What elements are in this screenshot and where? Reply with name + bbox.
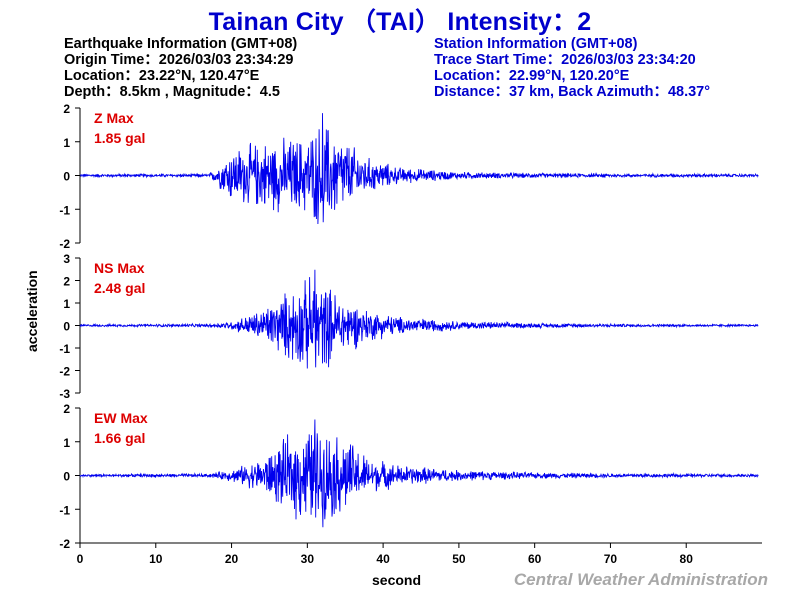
- station-info-heading: Station Information (GMT+08): [434, 36, 638, 52]
- earthquake-info: Earthquake Information (GMT+08) Origin T…: [64, 36, 297, 100]
- y-tick-label-z: -1: [59, 203, 70, 217]
- trace-ew: [79, 419, 759, 528]
- x-tick-label: 10: [149, 552, 163, 566]
- y-tick-label-z: 2: [63, 102, 70, 116]
- trace-start-time: Trace Start Time：2026/03/03 23:34:20: [434, 52, 696, 68]
- x-tick-label: 60: [528, 552, 542, 566]
- station-location: Location：22.99°N, 120.20°E: [434, 68, 630, 84]
- distance-azimuth: Distance：37 km, Back Azimuth：48.37°: [434, 84, 711, 100]
- y-tick-label-z: 0: [63, 170, 70, 184]
- y-tick-label-ns: 0: [63, 320, 70, 334]
- y-tick-label-ew: 0: [63, 470, 70, 484]
- max-value-ew: 1.66 gal: [94, 430, 145, 446]
- max-value-z: 1.85 gal: [94, 130, 145, 146]
- y-tick-label-ns: -1: [59, 342, 70, 356]
- y-tick-label-ns: 1: [63, 297, 70, 311]
- x-tick-label: 30: [301, 552, 315, 566]
- y-tick-label-z: 1: [63, 136, 70, 150]
- x-tick-label: 80: [680, 552, 694, 566]
- epicenter-location: Location：23.22°N, 120.47°E: [64, 68, 260, 84]
- y-tick-label-z: -2: [59, 237, 70, 251]
- y-tick-label-ew: 1: [63, 436, 70, 450]
- x-tick-label: 20: [225, 552, 239, 566]
- y-axis-label: acceleration: [24, 270, 40, 352]
- y-tick-label-ew: 2: [63, 402, 70, 416]
- trace-z: [79, 113, 759, 225]
- station-info: Station Information (GMT+08) Trace Start…: [434, 36, 710, 100]
- earthquake-info-heading: Earthquake Information (GMT+08): [64, 36, 298, 52]
- y-tick-label-ew: -1: [59, 503, 70, 517]
- x-tick-label: 70: [604, 552, 618, 566]
- max-label-z: Z Max: [94, 110, 134, 126]
- x-tick-label: 40: [376, 552, 390, 566]
- y-tick-label-ns: -3: [59, 387, 70, 401]
- y-tick-label-ns: 3: [63, 252, 70, 266]
- credit-text: Central Weather Administration: [513, 570, 768, 589]
- x-axis-label: second: [372, 572, 422, 588]
- y-tick-label-ns: 2: [63, 275, 70, 289]
- x-tick-label: 50: [452, 552, 466, 566]
- y-tick-label-ns: -2: [59, 365, 70, 379]
- x-tick-label: 0: [77, 552, 84, 566]
- y-tick-label-ew: -2: [59, 537, 70, 551]
- trace-ns: [79, 269, 759, 369]
- max-label-ns: NS Max: [94, 260, 145, 276]
- chart-title: Tainan City （TAI） Intensity：2: [208, 8, 592, 36]
- depth-magnitude: Depth：8.5km , Magnitude：4.5: [64, 84, 280, 100]
- max-label-ew: EW Max: [94, 410, 148, 426]
- max-value-ns: 2.48 gal: [94, 280, 145, 296]
- origin-time: Origin Time：2026/03/03 23:34:29: [64, 52, 294, 68]
